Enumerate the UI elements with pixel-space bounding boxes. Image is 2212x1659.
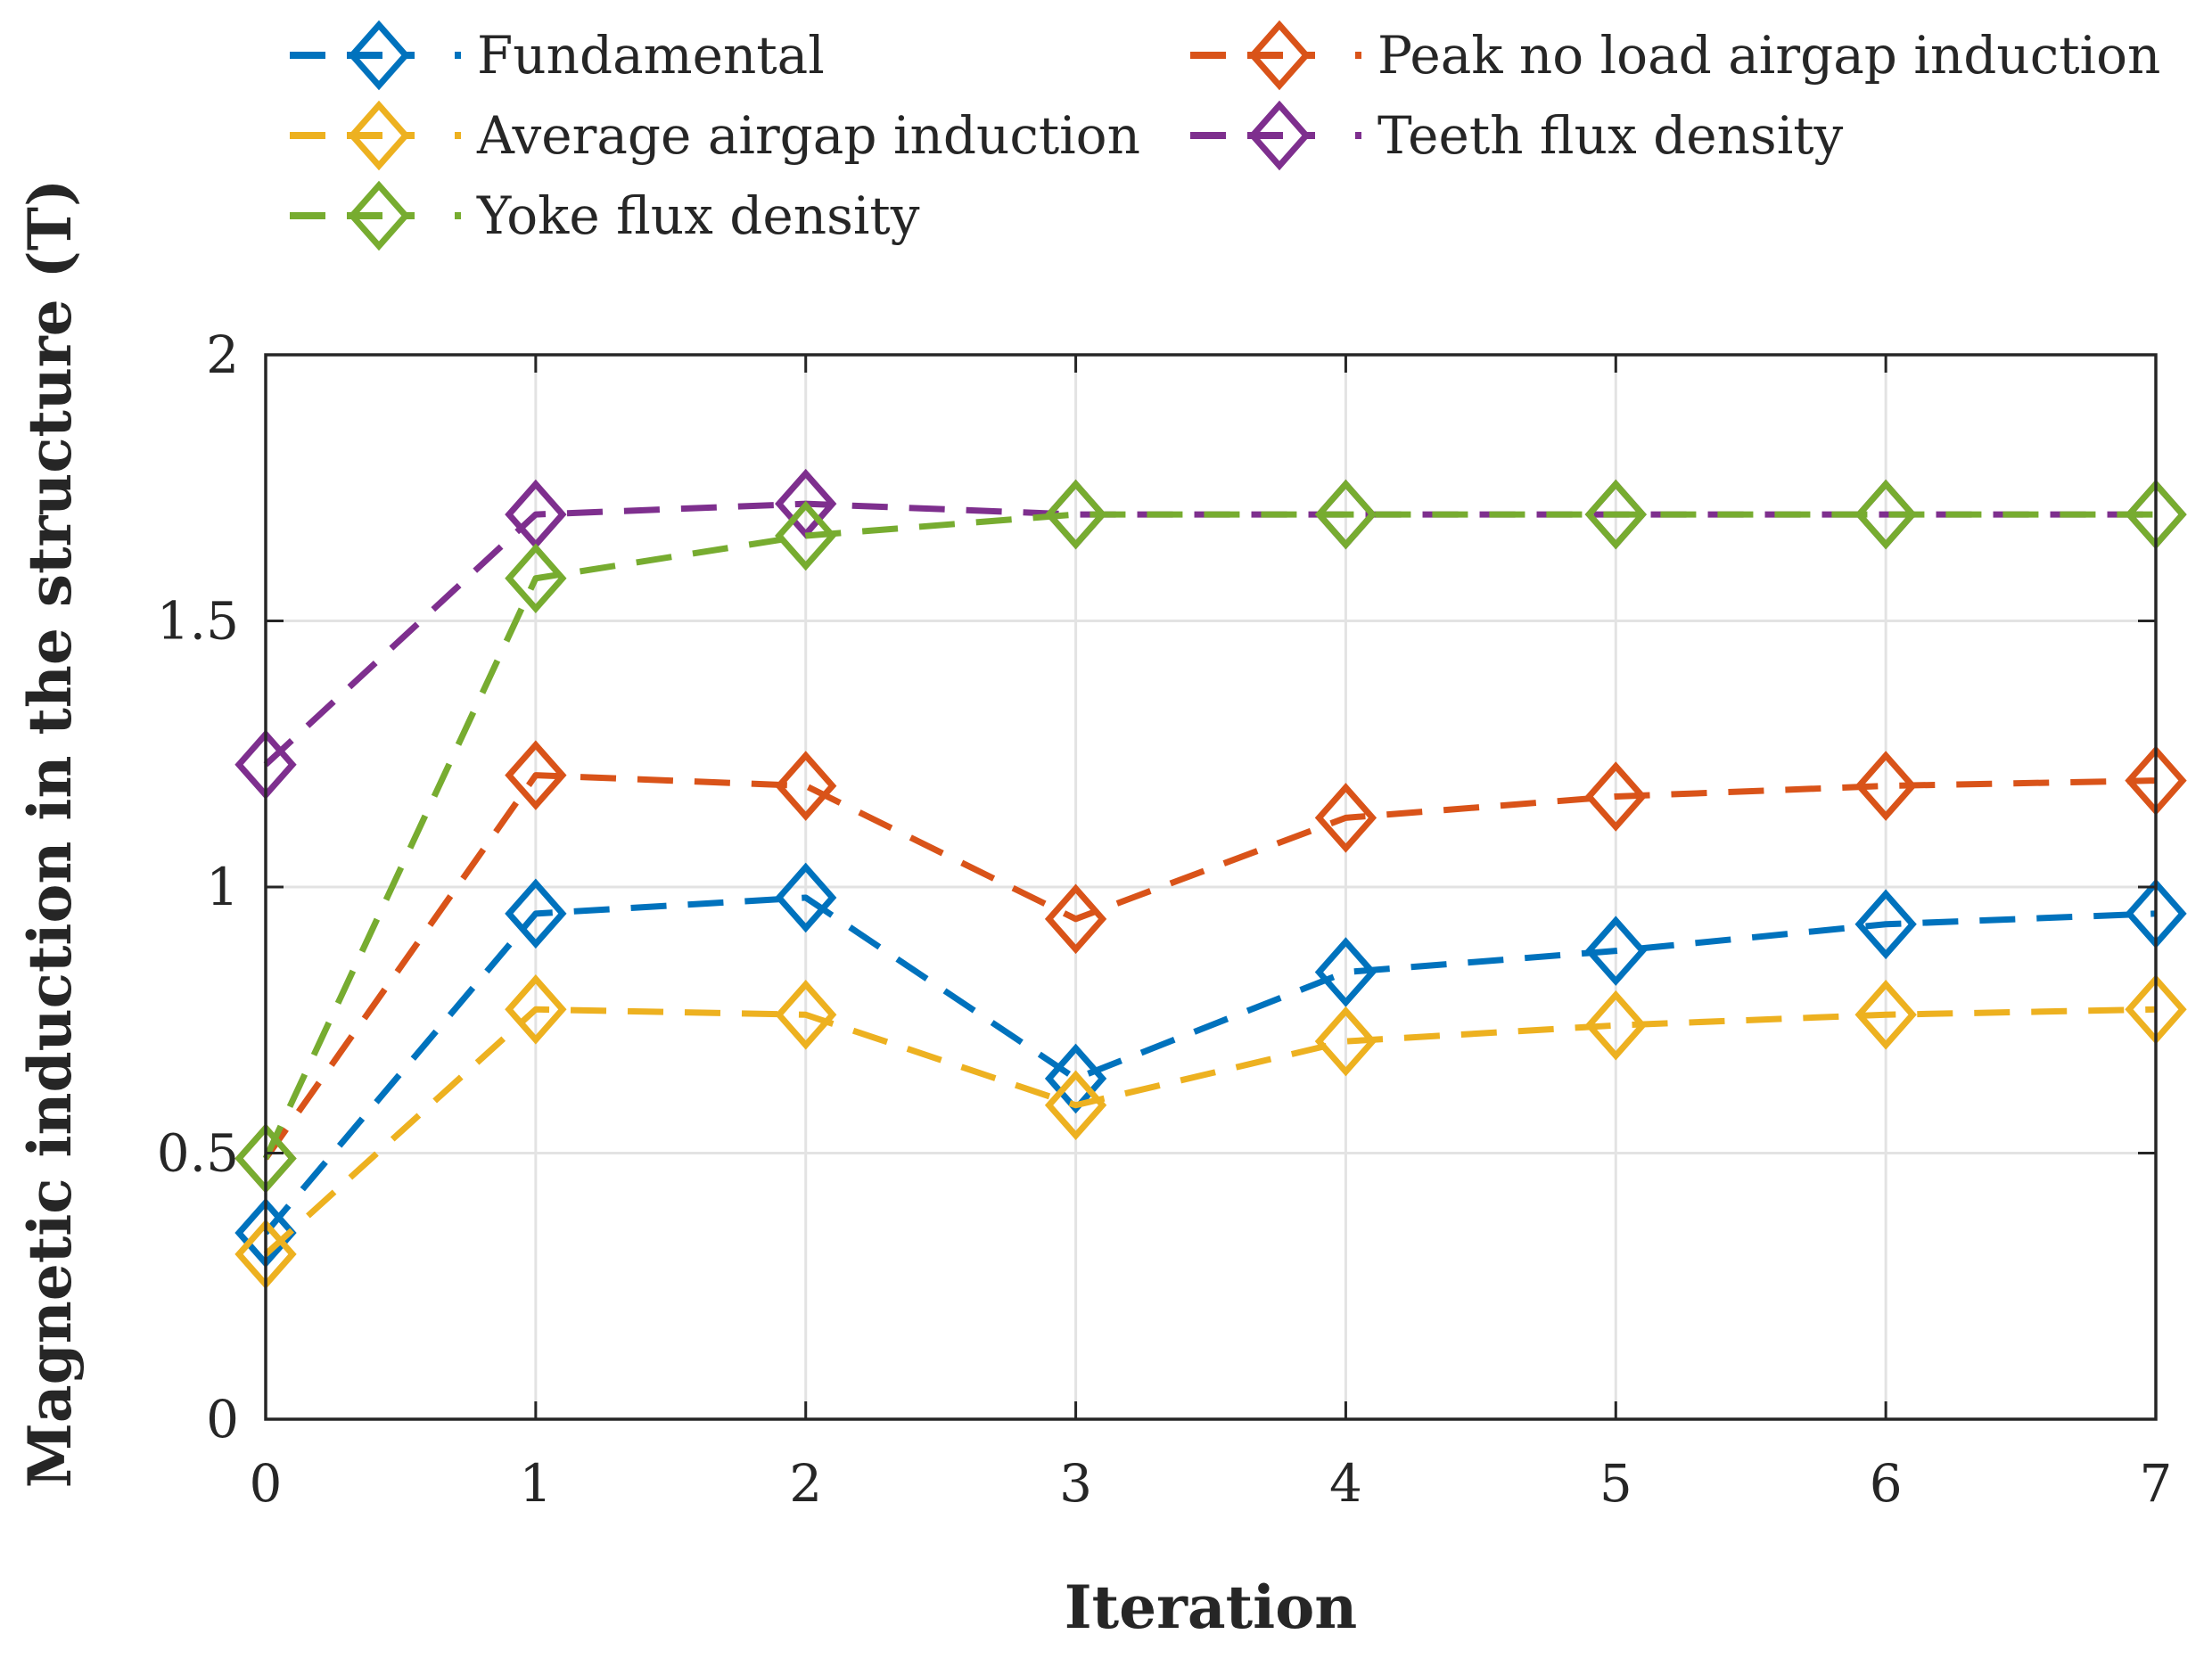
x-tick-label: 6 [1870, 1453, 1903, 1514]
data-point-marker [505, 878, 567, 949]
legend-label: Yoke flux density [476, 185, 920, 246]
x-tick-label: 1 [519, 1453, 552, 1514]
x-tick-label: 0 [250, 1453, 283, 1514]
x-tick-label: 2 [789, 1453, 822, 1514]
data-point-marker [1044, 1070, 1107, 1141]
legend-label: Average airgap induction [476, 105, 1140, 166]
data-point-marker [1314, 1006, 1377, 1077]
data-point-marker [1314, 783, 1377, 853]
data-point-marker [1854, 889, 1917, 960]
x-tick-label: 3 [1059, 1453, 1092, 1514]
axes: 0 1 2 3 4 5 6 7 0 0.5 1 1.5 2 [157, 324, 2173, 1514]
legend-marker [1248, 100, 1311, 171]
legend-entry: Fundamental [290, 20, 825, 91]
data-point-marker [1584, 479, 1647, 550]
series-line [263, 772, 2157, 1161]
legend-label: Fundamental [477, 25, 825, 86]
data-point-marker [1584, 761, 1647, 832]
series-line [263, 894, 2157, 1236]
y-tick-label: 1.5 [157, 591, 239, 652]
x-tick-label: 5 [1599, 1453, 1632, 1514]
x-tick-label: 7 [2140, 1453, 2173, 1514]
data-point-marker [775, 751, 837, 821]
data-point-marker [505, 740, 567, 810]
series-line [263, 1006, 2157, 1257]
series-group [234, 468, 2187, 1290]
data-point-marker [1854, 979, 1917, 1050]
y-axis-title: Magnetic induction in the structure (T) [15, 179, 85, 1488]
y-tick-label: 0 [206, 1389, 239, 1450]
legend: Fundamental Average airgap induction Yoke … [290, 20, 2160, 251]
data-point-marker [775, 500, 837, 571]
legend-marker [1248, 20, 1311, 91]
data-point-marker [505, 543, 567, 614]
legend-label: Peak no load airgap induction [1377, 25, 2160, 86]
data-point-marker [1584, 990, 1647, 1061]
data-point-marker [775, 862, 837, 933]
series-line [262, 511, 2156, 1160]
data-point-marker [1044, 1043, 1107, 1114]
data-point-marker [1314, 937, 1377, 1007]
y-tick-label: 0.5 [157, 1123, 239, 1184]
legend-label: Teeth flux density [1377, 105, 1844, 166]
data-point-marker [1044, 479, 1107, 550]
data-point-marker [505, 974, 567, 1045]
data-point-marker [1584, 916, 1647, 986]
legend-entry: Peak no load airgap induction [1190, 20, 2160, 91]
data-point-marker [1854, 751, 1917, 821]
data-point-marker [1314, 479, 1377, 550]
legend-entry: Yoke flux density [290, 180, 920, 251]
x-axis-title: Iteration [1065, 1573, 1357, 1642]
legend-marker [348, 180, 410, 251]
legend-marker [348, 20, 410, 91]
data-point-marker [775, 979, 837, 1050]
y-tick-label: 2 [206, 324, 239, 385]
y-tick-label: 1 [206, 857, 239, 917]
data-point-marker [1854, 479, 1917, 550]
legend-marker [348, 100, 410, 171]
legend-entry: Teeth flux density [1190, 100, 1844, 171]
legend-entry: Average airgap induction [290, 100, 1140, 171]
x-tick-label: 4 [1329, 1453, 1362, 1514]
data-point-marker [1044, 883, 1107, 955]
